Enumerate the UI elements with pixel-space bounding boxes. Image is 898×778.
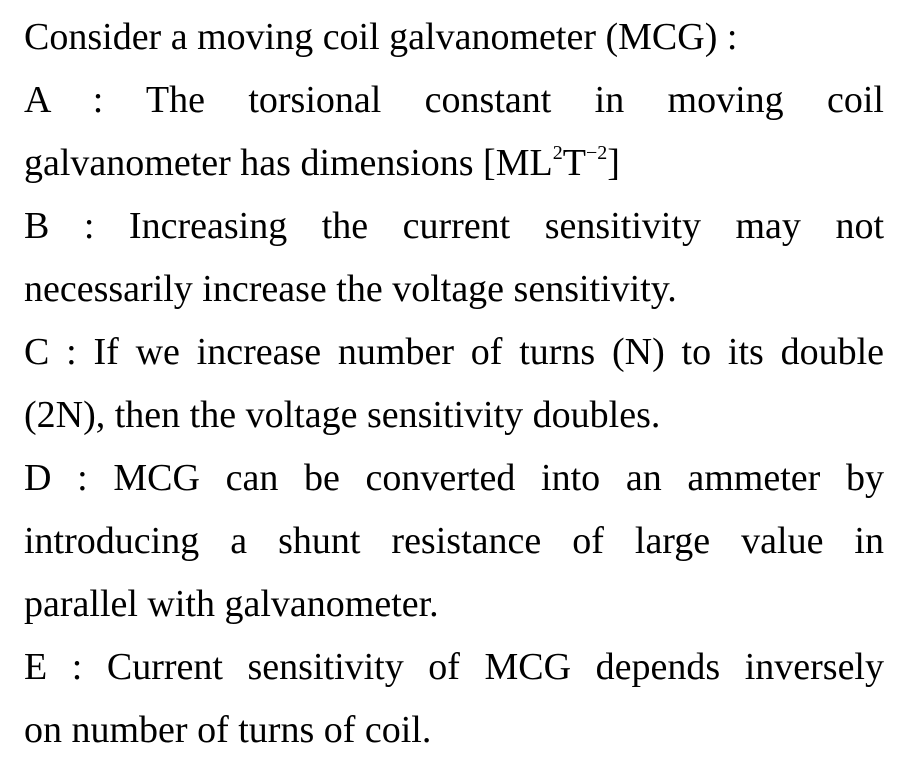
statement-c: C : If we increase number of turns (N) t…	[24, 321, 884, 447]
statement-d-line-1: D : MCG can be converted into an ammeter…	[24, 457, 884, 499]
statement-e: E : Current sensitivity of MCG depends i…	[24, 636, 884, 762]
question-stem: Consider a moving coil galvanometer (MCG…	[24, 16, 738, 58]
statement-a-line-2: galvanometer has dimensions [ML2T−2]	[24, 132, 884, 195]
statement-b-line-1: B : Increasing the current sensitivity m…	[24, 205, 884, 247]
statement-b: B : Increasing the current sensitivity m…	[24, 195, 884, 321]
statement-a-line-2-text: galvanometer has dimensions [ML	[24, 142, 553, 184]
statement-c-line-2: (2N), then the voltage sensitivity doubl…	[24, 394, 661, 436]
statement-d-line-3: parallel with galvanometer.	[24, 583, 439, 625]
statement-d: D : MCG can be converted into an ammeter…	[24, 447, 884, 636]
symbol-t: T	[562, 142, 586, 184]
statement-c-line-1: C : If we increase number of turns (N) t…	[24, 331, 884, 373]
question-document: Consider a moving coil galvanometer (MCG…	[24, 6, 884, 762]
closing-bracket: ]	[607, 142, 620, 184]
exponent-t: −2	[585, 142, 608, 164]
statement-e-line-2: on number of turns of coil.	[24, 709, 432, 751]
statement-e-line-1: E : Current sensitivity of MCG depends i…	[24, 646, 884, 688]
statement-d-line-2: introducing a shunt resistance of large …	[24, 520, 884, 562]
statement-a-line-1: A : The torsional constant in moving coi…	[24, 79, 884, 121]
statement-b-line-2: necessarily increase the voltage sensiti…	[24, 268, 677, 310]
exponent-l: 2	[552, 142, 563, 164]
statement-a: A : The torsional constant in moving coi…	[24, 69, 884, 195]
